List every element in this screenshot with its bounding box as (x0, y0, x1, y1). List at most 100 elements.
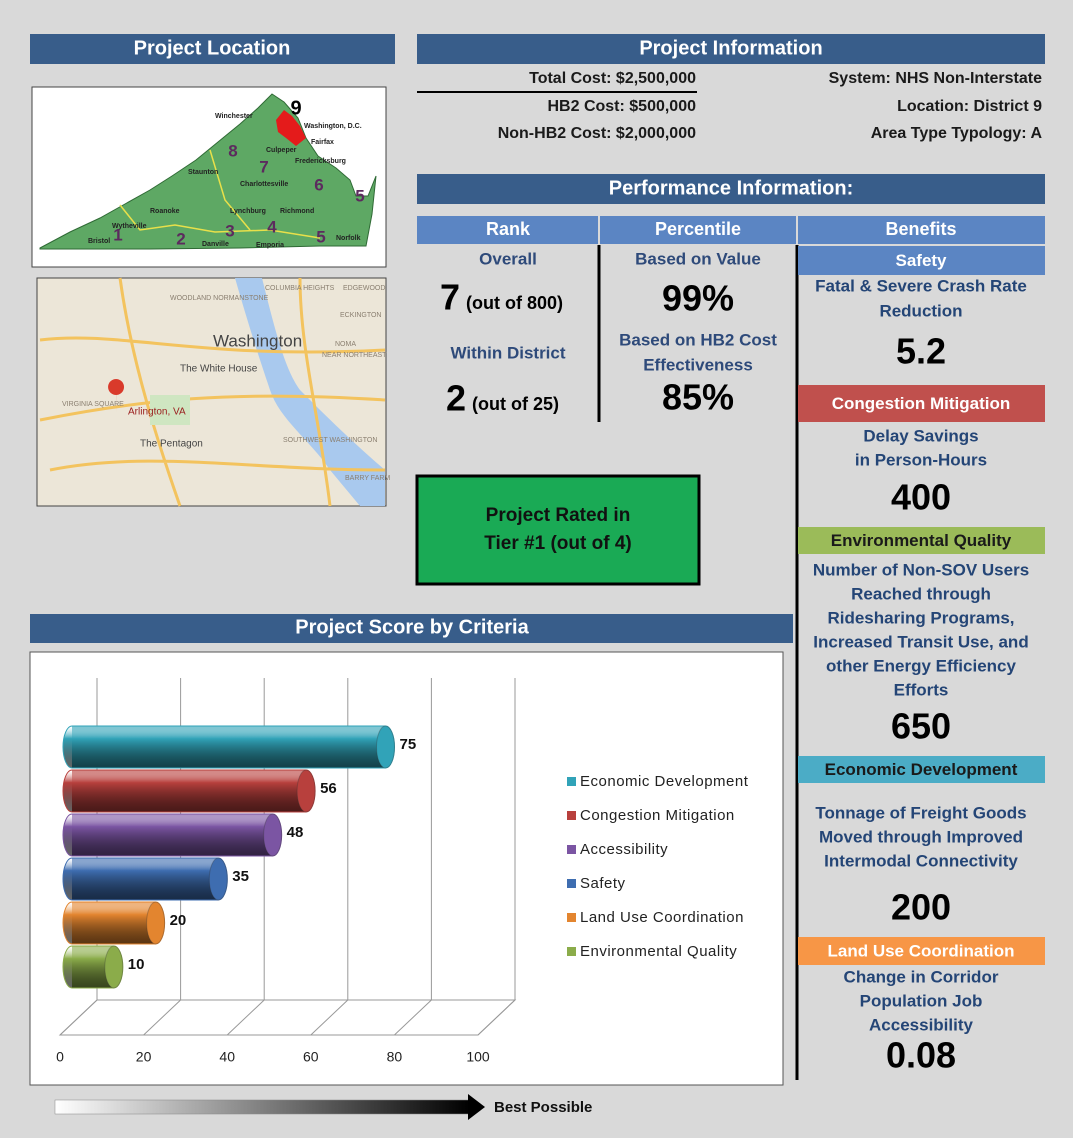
district-number: 4 (267, 217, 277, 236)
percentile-value: 99% (662, 278, 734, 319)
city-label: Lynchburg (230, 208, 266, 215)
bar-cap (297, 770, 315, 812)
bar-cap (105, 946, 123, 988)
benefit-description: Delay Savings (863, 426, 978, 445)
city-label: Danville (202, 241, 229, 248)
map-label: BARRY FARM (345, 475, 390, 482)
x-tick-label: 40 (219, 1049, 235, 1065)
benefit-value: 400 (891, 477, 951, 518)
city-label: Emporia (256, 242, 284, 249)
x-tick-label: 0 (56, 1049, 64, 1065)
legend-swatch (567, 845, 576, 854)
bar (63, 858, 227, 900)
benefit-description: Intermodal Connectivity (824, 851, 1018, 870)
cost: Total Cost: $2,500,000 (529, 70, 696, 87)
map-label: The Pentagon (140, 439, 203, 450)
city-label: Fredericksburg (295, 158, 346, 165)
value-label: 56 (320, 780, 337, 797)
scale-label: Best Possible (494, 1099, 592, 1116)
section-title: Performance Information: (609, 177, 853, 199)
legend-swatch (567, 777, 576, 786)
benefit-name: Congestion Mitigation (832, 394, 1010, 413)
x-tick-label: 100 (466, 1049, 490, 1065)
detail: Area Type Typology: A (871, 125, 1043, 142)
benefit-description: Increased Transit Use, and (813, 632, 1028, 651)
benefit-name: Safety (895, 251, 947, 270)
legend-swatch (567, 947, 576, 956)
cost: HB2 Cost: $500,000 (547, 98, 696, 115)
value-label: 48 (287, 824, 304, 841)
value-label: 35 (232, 868, 249, 885)
value-label: 10 (128, 956, 145, 973)
city-label: Charlottesville (240, 181, 288, 188)
benefit-description: other Energy Efficiency (826, 656, 1016, 675)
chart-title: Project Score by Criteria (295, 616, 529, 638)
benefit-description: Fatal & Severe Crash Rate (815, 276, 1027, 295)
benefit-description: Efforts (894, 680, 949, 699)
percentile-label: Effectiveness (643, 355, 753, 374)
detail: Location: District 9 (897, 98, 1042, 115)
district-number: 9 (290, 97, 301, 119)
map-label: Arlington, VA (128, 407, 186, 418)
district-number: 6 (314, 175, 323, 194)
detail: System: NHS Non-Interstate (829, 70, 1042, 87)
rank-value: 7 (440, 277, 460, 318)
section-title: Project Information (639, 37, 822, 59)
percentile-label: Based on HB2 Cost (619, 330, 777, 349)
city-label: Winchester (215, 113, 253, 120)
benefit-name: Environmental Quality (831, 531, 1012, 550)
bar-cap (147, 902, 165, 944)
value-label: 75 (400, 736, 417, 753)
district-number: 3 (225, 221, 234, 240)
map-label: NOMA (335, 341, 356, 348)
x-tick-label: 60 (303, 1049, 319, 1065)
legend-label: Congestion Mitigation (580, 807, 735, 824)
x-tick-label: 20 (136, 1049, 152, 1065)
district-number: 8 (228, 141, 237, 160)
map-label: ECKINGTON (340, 312, 382, 319)
dashboard: Project Location Project Information Tot… (0, 0, 1073, 1138)
value-label: 20 (170, 912, 187, 929)
map-label: VIRGINIA SQUARE (62, 401, 124, 408)
percentile-value: 85% (662, 377, 734, 418)
benefit-description: Accessibility (869, 1015, 973, 1034)
city-label: Washington, D.C. (304, 123, 362, 130)
benefit-description: Change in Corridor (844, 967, 999, 986)
benefit-description: Moved through Improved (819, 827, 1023, 846)
district-number: 2 (176, 229, 185, 248)
benefit-value: 5.2 (896, 331, 946, 372)
bar-cap (209, 858, 227, 900)
legend-label: Accessibility (580, 841, 668, 858)
tier-text: Project Rated in (486, 505, 631, 526)
city-label: Richmond (280, 208, 314, 215)
tier-box (417, 476, 699, 584)
city-label: Bristol (88, 238, 110, 245)
city-label: Wytheville (112, 223, 147, 230)
benefit-description: Tonnage of Freight Goods (815, 803, 1026, 822)
column-title: Rank (486, 219, 531, 239)
city-label: Staunton (188, 169, 218, 176)
percentile-label: Based on Value (635, 249, 761, 268)
tier-text: Tier #1 (out of 4) (484, 533, 631, 554)
map-label: COLUMBIA HEIGHTS (265, 285, 335, 292)
district-number: 5 (355, 186, 364, 205)
benefit-description: in Person-Hours (855, 450, 987, 469)
benefit-description: Ridesharing Programs, (827, 608, 1014, 627)
benefit-description: Number of Non-SOV Users (813, 560, 1029, 579)
rank-note: (out of 25) (472, 394, 559, 414)
section-title: Project Location (134, 37, 291, 59)
rank-note: (out of 800) (466, 293, 563, 313)
legend-label: Land Use Coordination (580, 909, 744, 926)
legend-swatch (567, 811, 576, 820)
legend-swatch (567, 879, 576, 888)
bar (63, 726, 395, 768)
benefit-description: Reduction (879, 301, 962, 320)
column-title: Benefits (885, 219, 956, 239)
bar (63, 770, 315, 812)
benefit-description: Population Job (860, 991, 983, 1010)
map-label: Washington (213, 331, 302, 350)
city-label: Fairfax (311, 139, 334, 146)
map-label: EDGEWOOD (343, 285, 385, 292)
rank-label: Overall (479, 249, 537, 268)
city-label: Norfolk (336, 235, 361, 242)
